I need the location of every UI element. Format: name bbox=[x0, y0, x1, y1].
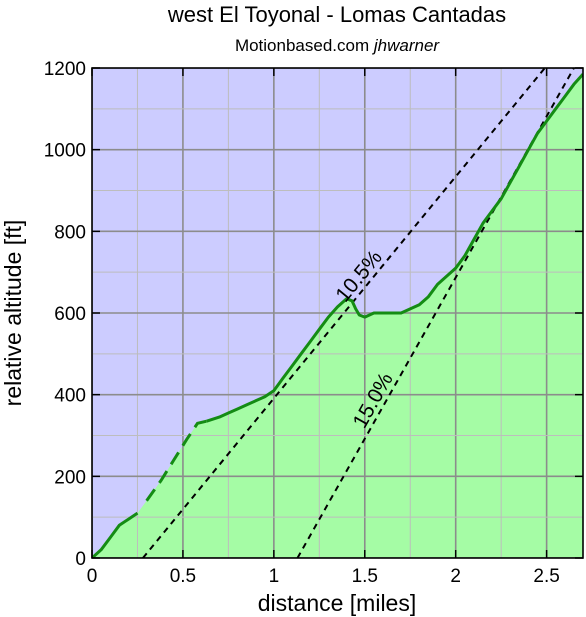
chart-subtitle: Motionbased.com jhwarner bbox=[235, 36, 440, 55]
terrain-fill-area bbox=[92, 74, 583, 558]
x-axis-label: distance [miles] bbox=[258, 590, 417, 616]
subtitle-author: jhwarner bbox=[372, 36, 441, 55]
x-tick-label: 2.5 bbox=[533, 566, 559, 587]
x-tick-label: 1 bbox=[269, 566, 280, 587]
x-tick-label: 0 bbox=[87, 566, 98, 587]
y-tick-label: 1200 bbox=[44, 59, 86, 80]
profile-line-dashed bbox=[145, 419, 207, 502]
y-tick-label: 200 bbox=[54, 467, 86, 488]
y-tick-label: 600 bbox=[54, 304, 86, 325]
y-tick-label: 0 bbox=[75, 549, 86, 570]
y-tick-label: 1000 bbox=[44, 141, 86, 162]
profile-line bbox=[206, 73, 583, 423]
grade-line bbox=[142, 68, 546, 558]
x-tick-label: 1.5 bbox=[352, 566, 378, 587]
x-tick-label: 0.5 bbox=[170, 566, 196, 587]
x-tick-label: 2 bbox=[450, 566, 461, 587]
chart-title: west El Toyonal - Lomas Cantadas bbox=[167, 2, 506, 27]
y-axis-label: relative altitude [ft] bbox=[0, 220, 26, 407]
grade-line bbox=[296, 68, 575, 558]
y-tick-label: 400 bbox=[54, 386, 86, 407]
profile-line bbox=[92, 511, 139, 558]
subtitle-site: Motionbased.com bbox=[235, 36, 369, 55]
y-tick-label: 800 bbox=[54, 222, 86, 243]
